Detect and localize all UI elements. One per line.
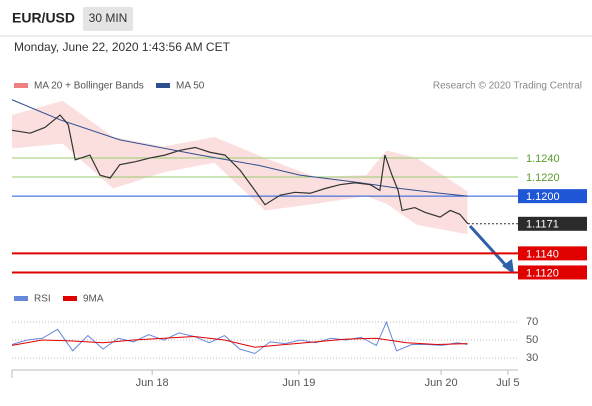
legend-label: MA 50 [176, 81, 205, 92]
y-tick-label: 70 [526, 316, 538, 328]
y-tick-label: 30 [526, 352, 538, 364]
level-label: 1.1240 [526, 153, 560, 165]
x-tick-label: Jun 18 [136, 377, 169, 389]
arrow-head [502, 259, 514, 274]
forecast-arrow [468, 224, 512, 272]
level-label: 1.1120 [526, 267, 559, 279]
x-tick-label: Jul 5 [496, 377, 519, 389]
x-tick-label: Jun 19 [282, 377, 315, 389]
price-line [11, 114, 469, 225]
level-label: 1.1140 [526, 248, 559, 260]
timeframe[interactable]: 30 MIN [89, 11, 128, 25]
level-label: 1.1171 [526, 219, 559, 231]
datetime: Monday, June 22, 2020 1:43:56 AM CET [14, 40, 231, 54]
credit: Research © 2020 Trading Central [433, 81, 582, 92]
timeframe-button[interactable] [83, 7, 133, 31]
level-box [518, 189, 587, 204]
symbol: EUR/USD [12, 10, 75, 26]
x-tick-label: Jun 20 [425, 377, 458, 389]
legend-swatch [14, 83, 28, 88]
ma9-line [11, 335, 468, 348]
legend-label: RSI [34, 294, 51, 305]
level-box [518, 216, 587, 231]
ma50-line [11, 99, 468, 197]
legend-swatch [14, 296, 28, 301]
legend-label: MA 20 + Bollinger Bands [34, 81, 144, 92]
level-box [518, 265, 587, 280]
level-label: 1.1220 [526, 172, 560, 184]
y-tick-label: 50 [526, 334, 538, 346]
legend-swatch [63, 296, 77, 301]
level-label: 1.1200 [526, 191, 560, 203]
level-box [518, 246, 587, 261]
legend-swatch [156, 83, 170, 88]
rsi-line [11, 320, 468, 355]
bollinger-band [12, 100, 468, 235]
legend-label: 9MA [83, 294, 104, 305]
